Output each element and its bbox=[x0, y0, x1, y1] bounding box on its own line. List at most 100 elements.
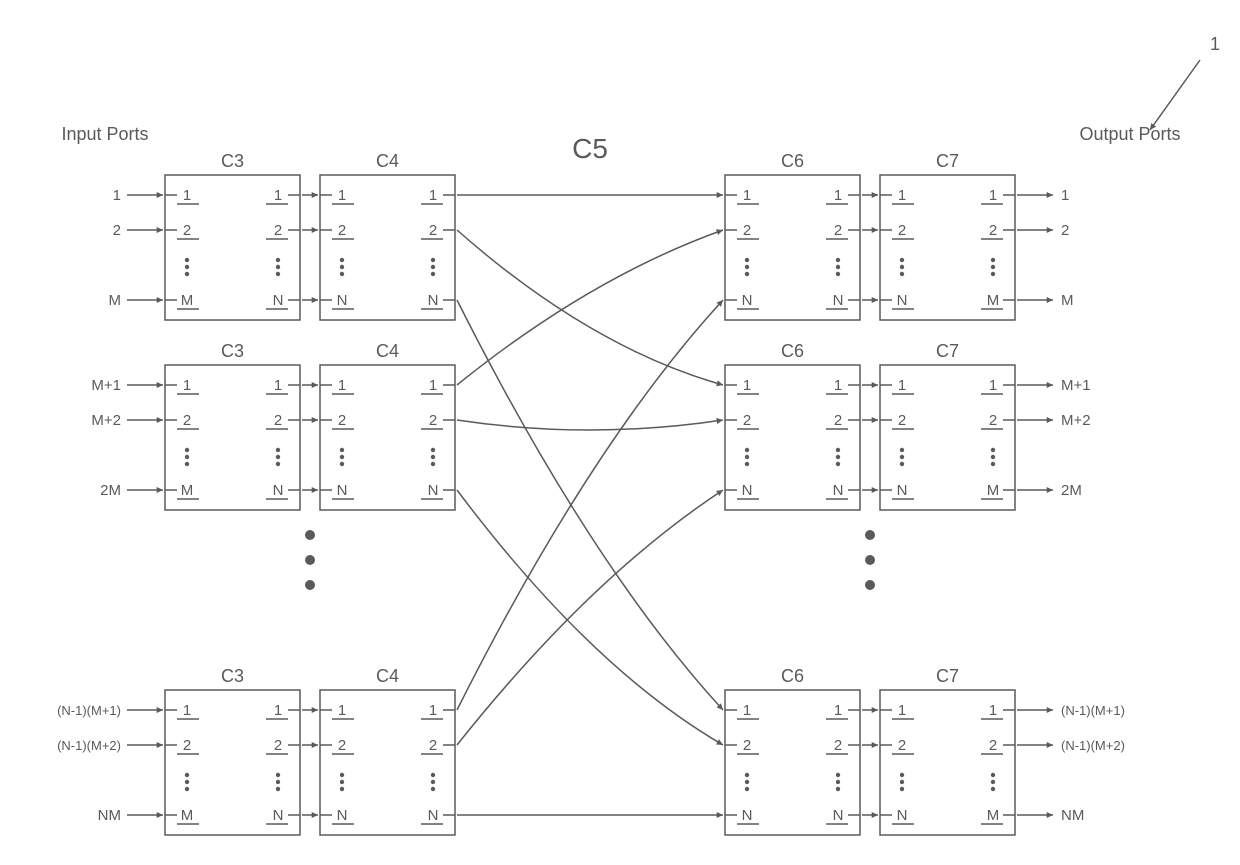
svg-text:2: 2 bbox=[898, 412, 906, 429]
output-ports-title: Output Ports bbox=[1079, 124, 1180, 144]
svg-text:N: N bbox=[428, 807, 439, 824]
svg-text:2: 2 bbox=[743, 412, 751, 429]
svg-text:2: 2 bbox=[183, 222, 191, 239]
svg-text:N: N bbox=[273, 482, 284, 499]
svg-text:2: 2 bbox=[834, 737, 842, 754]
svg-text:M: M bbox=[987, 292, 1000, 309]
svg-text:C4: C4 bbox=[376, 341, 399, 361]
svg-text:2: 2 bbox=[183, 412, 191, 429]
svg-text:2: 2 bbox=[429, 737, 437, 754]
svg-text:1: 1 bbox=[429, 377, 437, 394]
svg-text:M+2: M+2 bbox=[1061, 412, 1091, 429]
svg-text:(N-1)(M+2): (N-1)(M+2) bbox=[1061, 738, 1125, 753]
svg-text:N: N bbox=[428, 292, 439, 309]
svg-text:M+1: M+1 bbox=[1061, 377, 1091, 394]
svg-text:1: 1 bbox=[274, 377, 282, 394]
svg-text:M: M bbox=[987, 482, 1000, 499]
svg-text:1: 1 bbox=[274, 187, 282, 204]
svg-text:1: 1 bbox=[183, 187, 191, 204]
svg-text:N: N bbox=[833, 482, 844, 499]
svg-text:N: N bbox=[273, 292, 284, 309]
svg-text:2: 2 bbox=[429, 222, 437, 239]
svg-text:N: N bbox=[273, 807, 284, 824]
svg-text:(N-1)(M+1): (N-1)(M+1) bbox=[57, 703, 121, 718]
svg-text:N: N bbox=[742, 482, 753, 499]
svg-text:1: 1 bbox=[1061, 187, 1069, 204]
svg-text:M: M bbox=[181, 482, 194, 499]
svg-text:C6: C6 bbox=[781, 666, 804, 686]
svg-text:2: 2 bbox=[113, 222, 121, 239]
svg-text:1: 1 bbox=[338, 187, 346, 204]
svg-text:1: 1 bbox=[743, 187, 751, 204]
svg-text:1: 1 bbox=[989, 377, 997, 394]
svg-text:M+1: M+1 bbox=[91, 377, 121, 394]
svg-text:2: 2 bbox=[989, 222, 997, 239]
clos-network-diagram: Input PortsOutput PortsC51C312M12NC412N1… bbox=[0, 0, 1240, 865]
svg-text:2: 2 bbox=[834, 412, 842, 429]
svg-text:C6: C6 bbox=[781, 151, 804, 171]
svg-text:C7: C7 bbox=[936, 666, 959, 686]
svg-text:N: N bbox=[428, 482, 439, 499]
svg-text:N: N bbox=[833, 807, 844, 824]
svg-text:1: 1 bbox=[183, 377, 191, 394]
svg-text:1: 1 bbox=[834, 702, 842, 719]
svg-text:1: 1 bbox=[338, 377, 346, 394]
svg-text:2: 2 bbox=[274, 222, 282, 239]
svg-text:2: 2 bbox=[274, 737, 282, 754]
ref-number: 1 bbox=[1210, 34, 1220, 54]
svg-text:N: N bbox=[337, 482, 348, 499]
svg-text:1: 1 bbox=[898, 187, 906, 204]
svg-text:N: N bbox=[897, 807, 908, 824]
svg-text:2: 2 bbox=[989, 412, 997, 429]
svg-text:2: 2 bbox=[743, 222, 751, 239]
svg-text:(N-1)(M+2): (N-1)(M+2) bbox=[57, 738, 121, 753]
svg-text:2: 2 bbox=[274, 412, 282, 429]
svg-text:2: 2 bbox=[834, 222, 842, 239]
svg-text:1: 1 bbox=[898, 377, 906, 394]
svg-text:1: 1 bbox=[743, 702, 751, 719]
svg-text:N: N bbox=[337, 807, 348, 824]
svg-text:M: M bbox=[109, 292, 122, 309]
svg-text:2: 2 bbox=[989, 737, 997, 754]
svg-text:C7: C7 bbox=[936, 151, 959, 171]
svg-text:N: N bbox=[833, 292, 844, 309]
svg-text:2: 2 bbox=[1061, 222, 1069, 239]
svg-text:2: 2 bbox=[338, 737, 346, 754]
svg-text:M: M bbox=[1061, 292, 1074, 309]
svg-text:C3: C3 bbox=[221, 151, 244, 171]
svg-text:M: M bbox=[181, 292, 194, 309]
svg-text:1: 1 bbox=[338, 702, 346, 719]
svg-text:C7: C7 bbox=[936, 341, 959, 361]
svg-text:2: 2 bbox=[338, 222, 346, 239]
svg-text:N: N bbox=[897, 482, 908, 499]
svg-text:1: 1 bbox=[834, 187, 842, 204]
svg-text:2: 2 bbox=[429, 412, 437, 429]
svg-text:C4: C4 bbox=[376, 666, 399, 686]
svg-text:1: 1 bbox=[989, 702, 997, 719]
svg-text:1: 1 bbox=[743, 377, 751, 394]
svg-text:2: 2 bbox=[743, 737, 751, 754]
svg-text:1: 1 bbox=[274, 702, 282, 719]
svg-text:(N-1)(M+1): (N-1)(M+1) bbox=[1061, 703, 1125, 718]
svg-text:M: M bbox=[181, 807, 194, 824]
svg-text:C4: C4 bbox=[376, 151, 399, 171]
svg-text:N: N bbox=[742, 292, 753, 309]
svg-text:M+2: M+2 bbox=[91, 412, 121, 429]
svg-text:1: 1 bbox=[429, 702, 437, 719]
svg-text:2: 2 bbox=[898, 222, 906, 239]
svg-text:2: 2 bbox=[183, 737, 191, 754]
svg-text:1: 1 bbox=[898, 702, 906, 719]
svg-text:2: 2 bbox=[898, 737, 906, 754]
svg-text:2M: 2M bbox=[1061, 482, 1082, 499]
c5-label: C5 bbox=[572, 133, 608, 164]
svg-text:C3: C3 bbox=[221, 341, 244, 361]
svg-text:C6: C6 bbox=[781, 341, 804, 361]
svg-text:1: 1 bbox=[989, 187, 997, 204]
svg-text:1: 1 bbox=[429, 187, 437, 204]
svg-text:C3: C3 bbox=[221, 666, 244, 686]
svg-text:N: N bbox=[897, 292, 908, 309]
svg-text:1: 1 bbox=[113, 187, 121, 204]
svg-text:2M: 2M bbox=[100, 482, 121, 499]
svg-text:N: N bbox=[742, 807, 753, 824]
svg-text:N: N bbox=[337, 292, 348, 309]
